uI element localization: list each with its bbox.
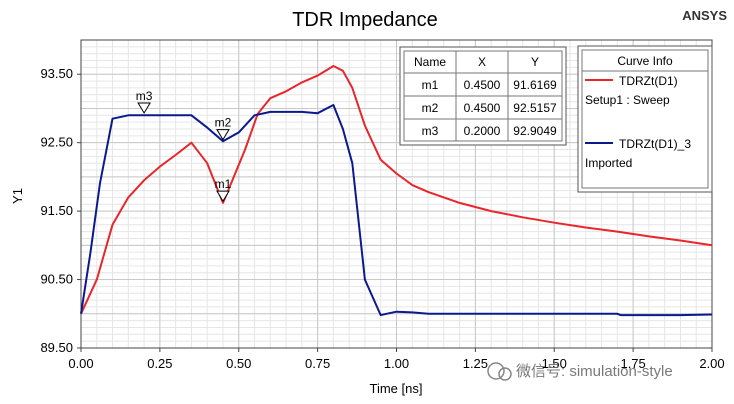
y-tick-label: 93.50	[40, 66, 73, 81]
watermark-text: 微信号: simulation-style	[516, 363, 673, 380]
marker-label: m2	[215, 116, 232, 130]
x-tick-label: 0.25	[147, 356, 172, 371]
legend-title: Curve Info	[617, 54, 673, 68]
series-line-0	[80, 65, 713, 315]
wechat-icon-bubble	[498, 367, 512, 381]
y-tick-label: 92.50	[40, 135, 73, 150]
markers: m1 m2 m3	[136, 89, 232, 203]
table-cell: m1	[422, 78, 439, 92]
wechat-icon	[487, 362, 505, 380]
legend-entry-name: TDRZt(D1)_3	[619, 137, 691, 151]
marker-table[interactable]: Name X Y m1 0.4500 91.6169 m2 0.4500 92.…	[399, 46, 567, 146]
watermark: 微信号: simulation-style	[487, 362, 673, 381]
x-axis-title: Time [ns]	[370, 381, 423, 396]
chart-title: TDR Impedance	[292, 9, 438, 31]
x-tick-label: 1.00	[384, 356, 409, 371]
ansys-brand: ANSYS	[682, 8, 727, 23]
table-cell: 91.6169	[513, 78, 557, 92]
x-tick-label: 1.25	[463, 356, 488, 371]
legend-entry-sub: Imported	[585, 156, 632, 170]
table-cell: m2	[422, 101, 439, 115]
table-header-y: Y	[531, 55, 539, 69]
marker-triangle	[137, 102, 151, 114]
x-tick-label: 1.75	[620, 356, 645, 371]
x-tick-label: 2.00	[699, 356, 724, 371]
table-cell: 0.4500	[464, 78, 501, 92]
table-cell: 92.5157	[513, 101, 557, 115]
table-header-name: Name	[414, 55, 446, 69]
legend-inner	[581, 49, 709, 189]
marker-triangle	[216, 190, 230, 203]
table-cell: 0.2000	[464, 124, 501, 138]
y-tick-label: 89.50	[40, 340, 73, 355]
marker-triangle	[216, 129, 230, 141]
x-tick-label: 0.75	[305, 356, 330, 371]
y-axis-ticks: 89.50 90.50 91.50 92.50 93.50	[40, 66, 81, 355]
legend-entry-sub: Setup1 : Sweep	[585, 93, 670, 107]
y-tick-label: 91.50	[40, 203, 73, 218]
table-cell: 92.9049	[513, 124, 557, 138]
table-header-x: X	[478, 55, 486, 69]
table-cell: 0.4500	[464, 101, 501, 115]
x-axis-ticks: 0.00 0.25 0.50 0.75 1.00 1.25 1.50 1.75 2.00	[68, 348, 725, 371]
series-line-1	[80, 104, 713, 317]
x-tick-label: 0.50	[226, 356, 251, 371]
curve-info-legend[interactable]: Curve Info TDRZt(D1) Setup1 : Sweep TDRZ…	[577, 45, 713, 193]
legend-box	[577, 45, 713, 193]
marker-label: m3	[136, 89, 153, 103]
x-tick-label: 0.00	[68, 356, 93, 371]
y-axis-title: Y1	[10, 188, 25, 204]
marker-label: m1	[215, 177, 232, 191]
y-tick-label: 90.50	[40, 272, 73, 287]
table-cell: m3	[422, 124, 439, 138]
legend-entry-name: TDRZt(D1)	[619, 74, 678, 88]
series-lines	[80, 65, 713, 317]
x-tick-label: 1.50	[542, 356, 567, 371]
